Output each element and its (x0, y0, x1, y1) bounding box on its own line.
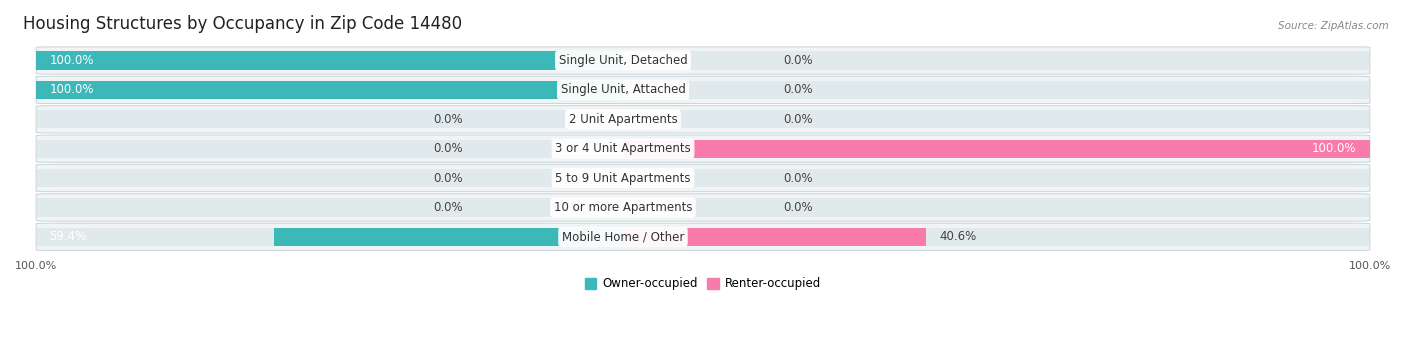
Text: 0.0%: 0.0% (433, 142, 463, 155)
Text: 0.0%: 0.0% (783, 172, 813, 185)
Bar (37, 140, 623, 158)
Legend: Owner-occupied, Renter-occupied: Owner-occupied, Renter-occupied (579, 273, 827, 295)
Text: 0.0%: 0.0% (783, 54, 813, 67)
Text: 59.4%: 59.4% (49, 230, 87, 243)
Bar (37, 51, 623, 70)
FancyBboxPatch shape (37, 135, 1369, 162)
Text: 10 or more Apartments: 10 or more Apartments (554, 201, 692, 214)
Text: 2 Unit Apartments: 2 Unit Apartments (568, 113, 678, 126)
Text: 40.6%: 40.6% (939, 230, 977, 243)
Text: Mobile Home / Other: Mobile Home / Other (562, 230, 685, 243)
Text: Single Unit, Detached: Single Unit, Detached (558, 54, 688, 67)
Text: Housing Structures by Occupancy in Zip Code 14480: Housing Structures by Occupancy in Zip C… (22, 15, 463, 33)
Text: 0.0%: 0.0% (433, 201, 463, 214)
FancyBboxPatch shape (37, 194, 1369, 221)
Bar (623, 228, 1369, 246)
Text: 100.0%: 100.0% (1312, 142, 1357, 155)
Bar (623, 169, 1369, 187)
Bar (623, 140, 1369, 158)
Bar (623, 51, 1369, 70)
Text: 100.0%: 100.0% (49, 54, 94, 67)
Bar (623, 81, 1369, 99)
Text: 0.0%: 0.0% (783, 83, 813, 96)
FancyBboxPatch shape (37, 106, 1369, 133)
Bar (37, 81, 623, 99)
Text: 3 or 4 Unit Apartments: 3 or 4 Unit Apartments (555, 142, 690, 155)
Text: 0.0%: 0.0% (433, 172, 463, 185)
Bar (37, 198, 623, 216)
Text: Source: ZipAtlas.com: Source: ZipAtlas.com (1278, 21, 1389, 30)
Bar (37, 110, 623, 128)
Bar (623, 140, 1369, 158)
Text: 0.0%: 0.0% (433, 113, 463, 126)
FancyBboxPatch shape (37, 76, 1369, 104)
Bar (274, 228, 623, 246)
Text: 5 to 9 Unit Apartments: 5 to 9 Unit Apartments (555, 172, 690, 185)
FancyBboxPatch shape (37, 223, 1369, 250)
Bar (37, 51, 623, 70)
FancyBboxPatch shape (37, 165, 1369, 192)
Text: 100.0%: 100.0% (49, 83, 94, 96)
Bar (37, 81, 623, 99)
Text: 0.0%: 0.0% (783, 113, 813, 126)
FancyBboxPatch shape (37, 47, 1369, 74)
Text: Single Unit, Attached: Single Unit, Attached (561, 83, 685, 96)
Text: 0.0%: 0.0% (783, 201, 813, 214)
Bar (37, 228, 623, 246)
Bar (37, 169, 623, 187)
Bar (623, 198, 1369, 216)
Bar (623, 110, 1369, 128)
Bar (623, 228, 927, 246)
